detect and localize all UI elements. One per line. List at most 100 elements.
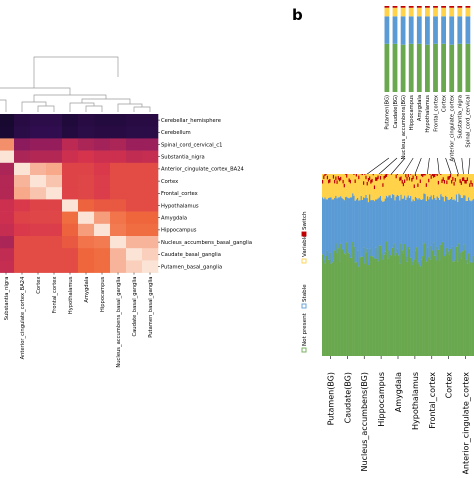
- heatmap-cell: [126, 212, 142, 225]
- inset-bar-segment: [409, 16, 414, 44]
- heatmap-cell: [46, 248, 62, 261]
- heatmap-cell: [46, 199, 62, 212]
- heatmap-cell: [78, 248, 94, 261]
- inset-bar-segment: [441, 8, 446, 17]
- inset-bar-segment: [441, 6, 446, 8]
- heatmap-cell: [0, 126, 14, 139]
- inset-bar-segment: [417, 6, 422, 8]
- heatmap-cell: [62, 126, 78, 139]
- dendrogram-link: [86, 106, 102, 112]
- heatmap-row-label: Putamen_basal_ganglia: [161, 264, 222, 270]
- heatmap-cell: [62, 114, 78, 127]
- heatmap-cell: [142, 114, 158, 127]
- heatmap-cell: [0, 260, 14, 273]
- heatmap-cell: [62, 199, 78, 212]
- heatmap-cell: [78, 126, 94, 139]
- heatmap-cell: [14, 175, 30, 188]
- heatmap-cell: [94, 126, 110, 139]
- heatmap-cell: [14, 199, 30, 212]
- inset-bar-segment: [409, 8, 414, 17]
- heatmap-cell: [94, 163, 110, 176]
- heatmap-cell: [78, 236, 94, 249]
- inset-bar-segment: [457, 16, 462, 44]
- heatmap-cell: [126, 163, 142, 176]
- legend-label: Variable: [302, 234, 308, 257]
- heatmap-cell: [110, 138, 126, 151]
- heatmap-cell: [142, 126, 158, 139]
- heatmap-cell: [126, 175, 142, 188]
- main-category-label: Putamen(BG): [326, 372, 335, 425]
- inset-category-label: Amygdala: [417, 95, 423, 121]
- legend-swatch: [302, 259, 306, 263]
- heatmap-cell: [94, 151, 110, 164]
- heatmap-cell: [46, 151, 62, 164]
- heatmap-cell: [14, 187, 30, 200]
- inset-bar-segment: [449, 6, 454, 8]
- main-category-label: Cortex: [445, 372, 454, 399]
- heatmap-cell: [110, 260, 126, 273]
- heatmap-cell: [46, 236, 62, 249]
- heatmap-cell: [46, 224, 62, 237]
- heatmap-cell: [62, 138, 78, 151]
- inset-bar-segment: [385, 44, 390, 92]
- dendrogram-link: [70, 103, 94, 112]
- heatmap-cell: [126, 126, 142, 139]
- heatmap-cell: [46, 212, 62, 225]
- heatmap-cell: [142, 224, 158, 237]
- heatmap-cell: [46, 187, 62, 200]
- heatmap-cell: [126, 236, 142, 249]
- heatmap-column-label: Cortex: [36, 277, 42, 294]
- heatmap-cell: [46, 138, 62, 151]
- heatmap-cell: [126, 187, 142, 200]
- heatmap-cell: [110, 151, 126, 164]
- heatmap-row-label: Hypothalamus: [161, 203, 199, 209]
- heatmap-cell: [78, 199, 94, 212]
- heatmap-row-label: Cerebellar_hemisphere: [161, 118, 221, 124]
- heatmap-cell: [46, 260, 62, 273]
- inset-bar-segment: [425, 8, 430, 17]
- inset-category-label: Caudate(BG): [393, 95, 399, 128]
- legend-swatch: [302, 304, 306, 308]
- inset-stacked-bar-chart: [385, 6, 471, 92]
- heatmap-column-label: Hypothalamus: [68, 276, 74, 314]
- heatmap-panel: Cerebellar_hemisphereCerebellumSpinal_co…: [0, 57, 252, 368]
- heatmap-cell: [62, 151, 78, 164]
- inset-bar-segment: [457, 6, 462, 8]
- inset-bar-segment: [401, 16, 406, 44]
- panel-b-label: b: [292, 6, 303, 24]
- heatmap-cell: [110, 187, 126, 200]
- heatmap-cell: [30, 187, 46, 200]
- heatmap-column-label: Hippocampus: [100, 276, 106, 312]
- heatmap-cell: [142, 151, 158, 164]
- heatmap-cell: [62, 260, 78, 273]
- inset-bar-segment: [409, 44, 414, 92]
- heatmap-column-label: Anterior_cingulate_cortex_BA24: [20, 276, 26, 360]
- heatmap-cell: [78, 114, 94, 127]
- heatmap-cell: [94, 248, 110, 261]
- heatmap-cell: [94, 260, 110, 273]
- main-category-label: Amygdala: [394, 372, 403, 412]
- heatmap-cell: [62, 163, 78, 176]
- inset-bar-segment: [401, 8, 406, 17]
- heatmap-row-label: Hippocampus: [161, 228, 197, 234]
- heatmap-cell: [30, 163, 46, 176]
- heatmap-cell: [78, 212, 94, 225]
- legend-label: Switch: [302, 211, 308, 230]
- heatmap-cell: [0, 187, 14, 200]
- heatmap-cell: [110, 114, 126, 127]
- heatmap-cell: [14, 224, 30, 237]
- heatmap-cell: [94, 114, 110, 127]
- inset-bar-segment: [433, 8, 438, 17]
- inset-bar-segment: [441, 16, 446, 44]
- heatmap-cell: [94, 224, 110, 237]
- dendrogram-link: [34, 57, 118, 88]
- inset-bar-segment: [425, 6, 430, 8]
- heatmap-cell: [62, 175, 78, 188]
- heatmap-cell: [78, 175, 94, 188]
- inset-bar-segment: [385, 6, 390, 8]
- heatmap-cell: [30, 151, 46, 164]
- heatmap-cell: [142, 199, 158, 212]
- inset-bar-segment: [393, 8, 398, 17]
- inset-category-label: Frontal_cortex: [433, 95, 439, 132]
